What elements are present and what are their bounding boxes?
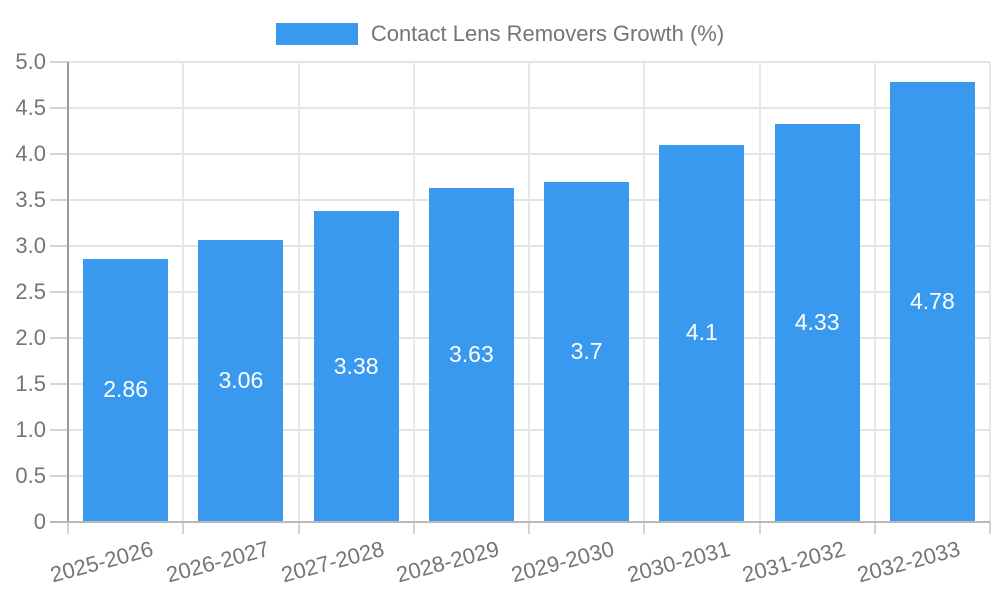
bar-value-label: 3.06 bbox=[218, 367, 264, 394]
y-axis-label: 0 bbox=[33, 509, 46, 534]
x-gridline bbox=[643, 62, 646, 522]
y-tick bbox=[50, 475, 68, 477]
x-gridline bbox=[412, 62, 415, 522]
bar-value-label: 4.1 bbox=[685, 319, 718, 346]
bar-value-label: 3.38 bbox=[333, 352, 379, 379]
y-tick bbox=[50, 337, 68, 339]
bar-value-label: 2.86 bbox=[103, 376, 148, 403]
bar-value-label: 4.33 bbox=[794, 308, 840, 335]
y-axis-label: 3.5 bbox=[15, 187, 46, 212]
x-tick bbox=[989, 522, 991, 534]
y-tick bbox=[50, 291, 68, 293]
x-tick bbox=[758, 522, 761, 534]
chart-legend[interactable]: Contact Lens Removers Growth (%) bbox=[0, 21, 1000, 47]
bar-2030-2031[interactable] bbox=[659, 144, 745, 522]
x-gridline bbox=[873, 62, 876, 522]
x-tick bbox=[873, 522, 876, 534]
y-axis-label: 2.5 bbox=[15, 279, 46, 304]
x-axis-label: 2028-2029 bbox=[393, 536, 502, 588]
bar-value-label: 3.7 bbox=[570, 337, 603, 364]
bar-2031-2032[interactable] bbox=[774, 123, 860, 522]
x-axis-label: 2031-2032 bbox=[739, 536, 848, 588]
x-tick bbox=[643, 522, 646, 534]
bar-2025-2026[interactable] bbox=[83, 258, 169, 522]
y-tick bbox=[50, 107, 68, 109]
x-tick bbox=[182, 522, 185, 534]
y-tick bbox=[50, 429, 68, 431]
y-axis-label: 4.5 bbox=[15, 95, 46, 120]
x-gridline bbox=[989, 62, 991, 522]
y-axis-label: 4.0 bbox=[15, 141, 46, 166]
x-gridline bbox=[528, 62, 530, 522]
y-axis-label: 1.0 bbox=[15, 417, 46, 442]
x-axis-label: 2026-2027 bbox=[163, 536, 272, 588]
y-tick bbox=[50, 61, 68, 63]
x-axis-label: 2030-2031 bbox=[624, 536, 733, 588]
y-tick bbox=[50, 153, 68, 155]
bar-2029-2030[interactable] bbox=[544, 181, 630, 522]
x-axis-label: 2027-2028 bbox=[278, 536, 387, 588]
y-tick bbox=[50, 199, 68, 201]
x-tick bbox=[528, 522, 530, 534]
bar-2032-2033[interactable] bbox=[889, 82, 975, 522]
x-tick bbox=[67, 522, 69, 534]
x-axis-label: 2032-2033 bbox=[854, 536, 963, 588]
legend-swatch bbox=[275, 23, 358, 45]
y-axis-line bbox=[67, 62, 69, 522]
x-gridline bbox=[758, 62, 761, 522]
x-axis-label: 2025-2026 bbox=[47, 536, 157, 588]
bar-2026-2027[interactable] bbox=[198, 240, 284, 522]
y-axis-label: 5.0 bbox=[15, 49, 46, 74]
y-axis-label: 2.0 bbox=[15, 325, 46, 350]
bar-value-label: 3.63 bbox=[448, 341, 494, 368]
x-tick bbox=[412, 522, 415, 534]
x-gridline bbox=[297, 62, 300, 522]
x-axis-line bbox=[50, 521, 990, 523]
y-axis-label: 0.5 bbox=[15, 463, 46, 488]
legend-label: Contact Lens Removers Growth (%) bbox=[370, 21, 725, 46]
y-tick bbox=[50, 383, 68, 385]
bar-2027-2028[interactable] bbox=[313, 211, 399, 522]
x-axis-label: 2029-2030 bbox=[508, 536, 618, 588]
bar-value-label: 4.78 bbox=[909, 288, 955, 315]
y-axis-label: 3.0 bbox=[15, 233, 46, 258]
y-axis-label: 1.5 bbox=[15, 371, 46, 396]
y-tick bbox=[50, 245, 68, 247]
x-gridline bbox=[182, 62, 185, 522]
x-tick bbox=[297, 522, 300, 534]
bar-2028-2029[interactable] bbox=[428, 188, 514, 522]
